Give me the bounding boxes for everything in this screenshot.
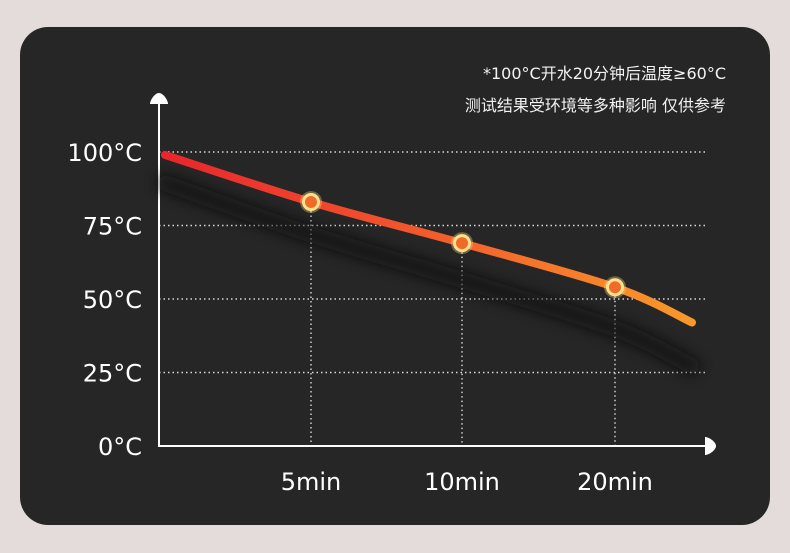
data-point-5min (302, 192, 320, 211)
data-point-10min (453, 234, 471, 253)
x-tick-label: 20min (577, 468, 653, 496)
y-axis-arrow-icon (150, 93, 168, 104)
y-tick-label: 100°C (67, 139, 142, 167)
data-point-20min (606, 278, 624, 297)
x-tick-label: 10min (424, 468, 500, 496)
test-note-line2: 测试结果受环境等多种影响 仅供参考 (464, 96, 726, 115)
chart-card (20, 27, 770, 525)
y-tick-label: 75°C (83, 213, 142, 241)
x-tick-label: 5min (281, 468, 342, 496)
y-tick-label: 25°C (83, 360, 142, 388)
y-tick-label: 0°C (98, 433, 142, 461)
x-axis-arrow-icon (705, 437, 716, 455)
test-note-line1: *100°C开水20分钟后温度≥60°C (482, 64, 726, 83)
curve-shadow (157, 174, 700, 375)
y-tick-label: 50°C (83, 286, 142, 314)
